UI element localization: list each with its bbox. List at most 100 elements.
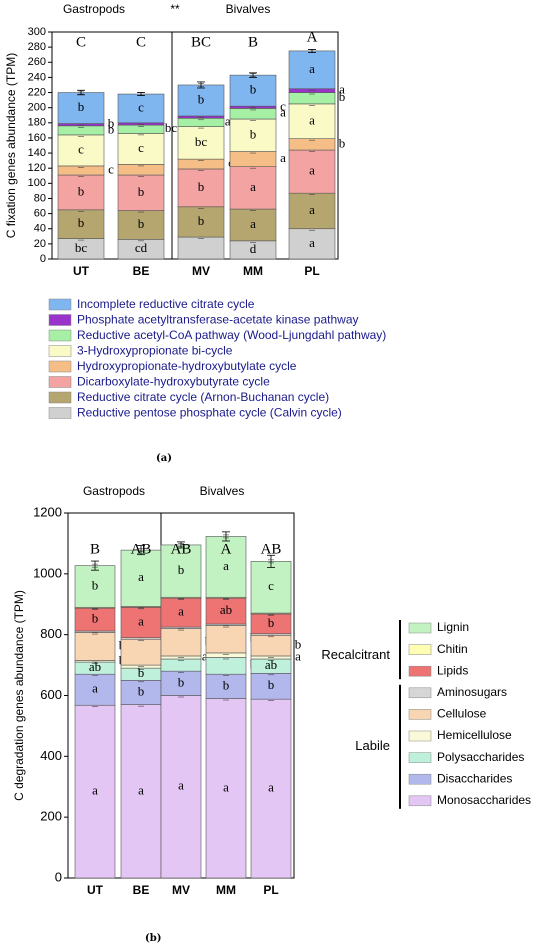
legend-label: Monosaccharides bbox=[437, 793, 531, 807]
segment-letter: a bbox=[309, 163, 315, 178]
bar-segment bbox=[57, 92, 105, 124]
segment-letter: b bbox=[78, 99, 85, 114]
segment-letter: a bbox=[223, 558, 229, 573]
segment-letter: c bbox=[268, 578, 274, 593]
segment-letter: cd bbox=[135, 240, 148, 255]
legend-swatch bbox=[48, 391, 72, 404]
bar-segment bbox=[160, 628, 202, 657]
legend-swatch bbox=[48, 407, 72, 419]
bar-segment bbox=[160, 544, 202, 598]
bar-segment bbox=[229, 74, 277, 107]
segment-letter: c bbox=[138, 99, 144, 114]
segment-letter: ab bbox=[265, 657, 277, 672]
legend-label: Dicarboxylate-hydroxybutyrate cycle bbox=[77, 375, 270, 389]
bar-segment bbox=[57, 209, 105, 239]
legend-label: Hydroxypropionate-hydroxybutylate cycle bbox=[77, 359, 297, 373]
segment-letter: a bbox=[268, 780, 274, 795]
legend-label: Lignin bbox=[437, 620, 469, 634]
side-letter: b bbox=[108, 121, 115, 136]
x-tick-label: MM bbox=[243, 264, 263, 278]
legend-swatch bbox=[408, 687, 432, 699]
bar-segment bbox=[250, 634, 292, 657]
bar-segment bbox=[288, 149, 336, 194]
segment-letter: b bbox=[78, 215, 85, 230]
legend-label: Reductive citrate cycle (Arnon-Buchanan … bbox=[77, 390, 329, 404]
bar-segment bbox=[117, 122, 165, 126]
segment-letter: b bbox=[92, 577, 99, 592]
segment-letter: b bbox=[250, 126, 257, 141]
bar-segment bbox=[177, 115, 225, 119]
x-tick-label: PL bbox=[263, 883, 278, 897]
total-letter: AB bbox=[261, 541, 282, 557]
total-letter: AB bbox=[171, 541, 192, 557]
side-letter: c bbox=[280, 98, 286, 113]
bar-segment bbox=[120, 638, 162, 666]
segment-letter: ab bbox=[89, 659, 101, 674]
segment-letter: bc bbox=[75, 240, 88, 255]
segment-letter: a bbox=[223, 779, 229, 794]
group-label-bivalves: Bivalves bbox=[226, 2, 271, 16]
segment-letter: a bbox=[309, 202, 315, 217]
segment-letter: b bbox=[268, 677, 275, 692]
bar-segment bbox=[160, 695, 202, 879]
panel-a-caption: (a) bbox=[156, 453, 172, 464]
y-tick-label: 100 bbox=[28, 177, 46, 189]
total-letter: AB bbox=[131, 541, 152, 557]
bar-segment bbox=[229, 208, 277, 242]
legend-group-label: Labile bbox=[355, 738, 390, 753]
legend-swatch bbox=[48, 376, 72, 388]
y-tick-label: 400 bbox=[40, 748, 62, 763]
bar-segment bbox=[74, 673, 116, 706]
legend-swatch bbox=[408, 665, 432, 677]
x-tick-label: BE bbox=[133, 264, 150, 278]
bar-segment bbox=[177, 84, 225, 117]
y-tick-label: 800 bbox=[40, 626, 62, 641]
bar-segment bbox=[205, 698, 247, 879]
legend-label: Incomplete reductive citrate cycle bbox=[77, 297, 255, 311]
legend-swatch bbox=[48, 345, 72, 357]
legend-panel-a: Incomplete reductive citrate cycle Phosph… bbox=[48, 297, 386, 420]
side-letter: a bbox=[280, 105, 286, 120]
total-letter: A bbox=[221, 541, 232, 557]
bar-segment bbox=[74, 704, 116, 879]
bar-segment bbox=[160, 670, 202, 696]
bar-segment bbox=[288, 192, 336, 230]
legend-swatch bbox=[48, 360, 72, 373]
bar-segment bbox=[117, 133, 165, 165]
total-letter: BC bbox=[191, 34, 211, 50]
segment-letter: a bbox=[178, 778, 184, 793]
segment-letter: b bbox=[223, 677, 230, 692]
bar-segment bbox=[205, 625, 247, 654]
y-tick-label: 180 bbox=[28, 117, 46, 129]
total-letter: C bbox=[76, 34, 86, 50]
bar-segment bbox=[177, 236, 225, 260]
segment-letter: a bbox=[92, 783, 98, 798]
bar-segment bbox=[250, 698, 292, 879]
bar-segment bbox=[120, 606, 162, 639]
legend-panel-b: Lignin Chitin Lipids Recalcitrant Aminosugar… bbox=[321, 620, 531, 809]
legend-group-label: Recalcitrant bbox=[321, 647, 390, 662]
legend-swatch bbox=[408, 795, 432, 807]
panel-b-caption: (b) bbox=[145, 933, 162, 944]
segment-letter: c bbox=[138, 140, 144, 155]
legend-swatch bbox=[408, 752, 432, 763]
bar-segment bbox=[177, 168, 225, 208]
y-tick-label: 140 bbox=[28, 147, 46, 159]
bar-segment bbox=[57, 123, 105, 127]
segment-letter: b bbox=[138, 665, 145, 680]
segment-letter: a bbox=[250, 216, 256, 231]
legend-label: Disaccharides bbox=[437, 771, 512, 785]
legend-swatch bbox=[408, 622, 432, 634]
legend-swatch bbox=[48, 314, 72, 326]
bar-segment bbox=[74, 632, 116, 661]
bar-segment bbox=[120, 679, 162, 705]
x-tick-label: MV bbox=[172, 883, 190, 897]
legend-swatch bbox=[408, 709, 432, 720]
legend-label: Cellulose bbox=[437, 707, 487, 721]
segment-letter: a bbox=[178, 604, 184, 619]
group-label-gastropods: Gastropods bbox=[83, 484, 145, 498]
segment-letter: ab bbox=[220, 602, 232, 617]
total-letter: C bbox=[136, 34, 146, 50]
x-tick-label: PL bbox=[304, 264, 319, 278]
legend-label: Reductive acetyl-CoA pathway (Wood-Ljung… bbox=[77, 328, 386, 342]
